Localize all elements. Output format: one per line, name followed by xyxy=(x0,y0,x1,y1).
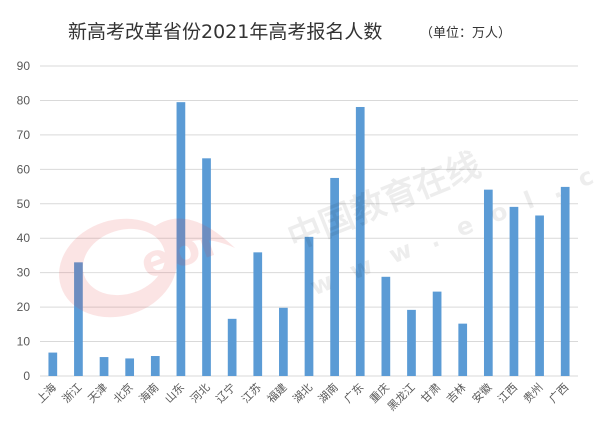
y-tick-label: 10 xyxy=(17,335,31,349)
bar-3 xyxy=(125,358,135,376)
bar-18 xyxy=(509,206,519,376)
x-tick-label: 安徽 xyxy=(469,380,494,405)
y-tick-label: 30 xyxy=(17,266,31,280)
y-tick-label: 50 xyxy=(17,197,31,211)
bar-9 xyxy=(279,307,288,376)
bar-7 xyxy=(227,318,237,376)
bar-6 xyxy=(202,158,211,376)
x-tick-label: 吉林 xyxy=(443,380,468,405)
bar-16 xyxy=(458,323,468,376)
bar-13 xyxy=(381,276,391,376)
x-tick-label: 黑龙江 xyxy=(385,381,418,414)
x-tick-label: 广西 xyxy=(547,381,572,406)
x-tick-label: 辽宁 xyxy=(213,380,238,405)
bar-14 xyxy=(407,309,416,376)
x-axis-tick-labels: 上海 浙江 天津 北京 海南 山东 河北 辽宁 江苏 福建 湖北 湖南 广东 重庆黑龙江 甘肃 吉林 安徽 江西贵… xyxy=(33,380,571,413)
y-tick-label: 20 xyxy=(17,300,31,314)
bar-11 xyxy=(330,177,339,376)
x-tick-label: 甘肃 xyxy=(418,381,443,406)
x-tick-label: 河北 xyxy=(188,381,213,406)
x-tick-label: 山东 xyxy=(162,381,187,406)
y-tick-label: 90 xyxy=(17,59,31,73)
bar-4 xyxy=(150,356,160,376)
bar-5 xyxy=(176,102,186,377)
bar-2 xyxy=(99,357,109,376)
x-tick-label: 贵州 xyxy=(521,381,546,406)
y-axis-tick-labels: 0 10 20 30 40 50 60 70 80 90 xyxy=(17,59,31,383)
x-tick-label: 广东 xyxy=(342,381,367,406)
x-tick-label: 海南 xyxy=(136,380,161,405)
x-tick-label: 天津 xyxy=(85,381,110,406)
x-tick-label: 湖南 xyxy=(316,381,341,406)
y-tick-label: 0 xyxy=(23,369,30,383)
x-tick-label: 福建 xyxy=(264,380,289,405)
y-tick-label: 70 xyxy=(17,128,31,142)
bar-10 xyxy=(304,236,314,376)
x-tick-label: 江西 xyxy=(495,381,520,406)
eol-logo-watermark: eol xyxy=(59,216,235,318)
chart-unit-label: （单位：万人） xyxy=(420,26,511,41)
x-tick-label: 江苏 xyxy=(239,381,264,406)
bar-17 xyxy=(483,189,493,376)
bar-8 xyxy=(253,252,263,376)
bar-20 xyxy=(560,186,570,376)
x-tick-label: 上海 xyxy=(33,380,58,405)
bar-1 xyxy=(74,262,83,376)
y-tick-label: 80 xyxy=(17,93,31,107)
bar-19 xyxy=(535,215,544,376)
bar-12 xyxy=(355,106,365,376)
bars xyxy=(48,102,570,377)
x-tick-label: 湖北 xyxy=(290,381,315,406)
x-tick-label: 浙江 xyxy=(60,381,85,406)
x-tick-label: 北京 xyxy=(110,380,135,405)
bar-15 xyxy=(432,291,442,376)
y-tick-label: 60 xyxy=(17,162,31,176)
bar-0 xyxy=(48,352,58,376)
y-tick-label: 40 xyxy=(17,231,31,245)
chart-title: 新高考改革省份2021年高考报名人数 xyxy=(68,21,382,43)
